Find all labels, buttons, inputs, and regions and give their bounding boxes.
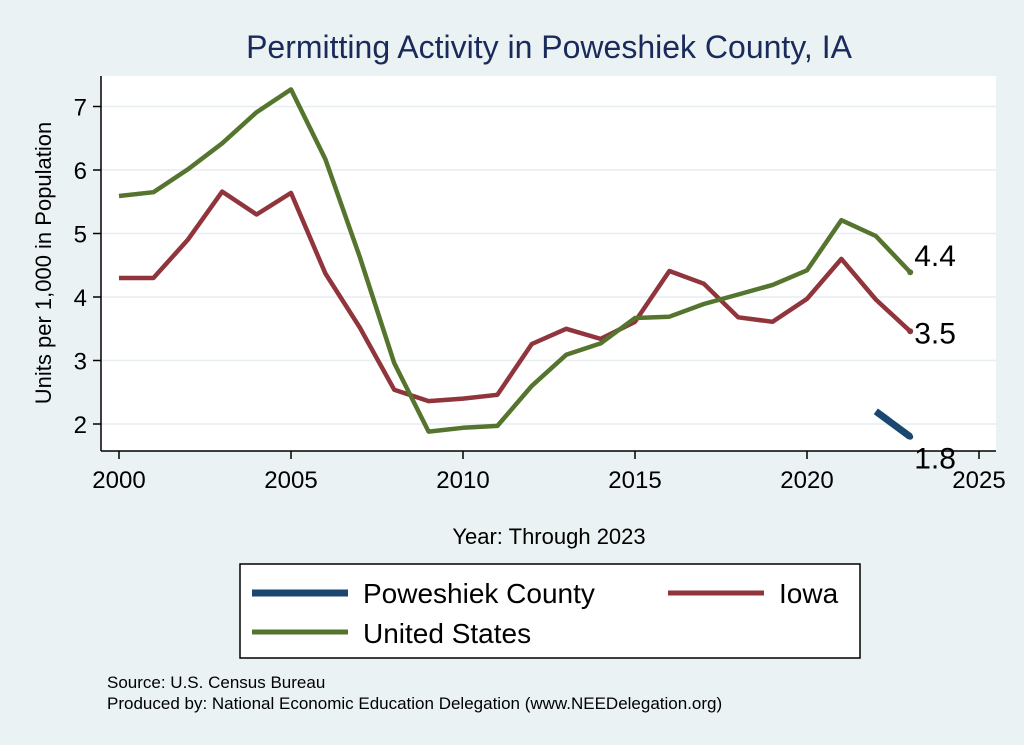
x-tick-label: 2025 bbox=[952, 467, 1005, 494]
end-label-poweshiek-county: 1.8 bbox=[914, 443, 956, 476]
x-tick-label: 2015 bbox=[608, 467, 661, 494]
x-tick-label: 2010 bbox=[436, 467, 489, 494]
series-end-marker-poweshiek-county bbox=[907, 433, 914, 440]
y-ticks: 2 3 4 5 6 7 bbox=[74, 95, 101, 439]
y-tick-label: 2 bbox=[74, 412, 87, 439]
y-tick-label: 4 bbox=[74, 285, 87, 312]
series-line-united-states bbox=[118, 87, 912, 434]
grid bbox=[101, 105, 996, 425]
x-tick-label: 2000 bbox=[92, 467, 145, 494]
y-tick-label: 3 bbox=[74, 349, 87, 376]
series-end-marker-iowa bbox=[907, 328, 914, 335]
end-label-iowa: 3.5 bbox=[914, 317, 956, 350]
legend-box bbox=[239, 563, 861, 659]
legend-label-iowa: Iowa bbox=[779, 578, 839, 609]
x-tick-label: 2020 bbox=[780, 467, 833, 494]
y-tick-label: 5 bbox=[74, 222, 87, 249]
y-axis-label: Units per 1,000 in Population bbox=[31, 122, 56, 405]
produced-note: Produced by: National Economic Education… bbox=[107, 694, 722, 713]
end-label-united-states: 4.4 bbox=[914, 240, 956, 273]
series-line-iowa bbox=[119, 189, 912, 404]
series-layer bbox=[118, 87, 914, 440]
y-tick-label: 7 bbox=[74, 95, 87, 122]
series-line-poweshiek-county bbox=[873, 408, 913, 440]
legend-label-poweshiek: Poweshiek County bbox=[363, 578, 595, 609]
x-axis-label: Year: Through 2023 bbox=[452, 524, 645, 549]
series-end-marker-united-states bbox=[907, 269, 914, 276]
source-note: Source: U.S. Census Bureau bbox=[107, 673, 325, 692]
x-tick-label: 2005 bbox=[264, 467, 317, 494]
y-tick-label: 6 bbox=[74, 158, 87, 185]
x-ticks: 2000 2005 2010 2015 2020 2025 bbox=[92, 451, 1006, 494]
legend-label-united-states: United States bbox=[363, 618, 531, 649]
end-labels: 3.5 4.4 1.8 bbox=[914, 240, 956, 475]
chart-title: Permitting Activity in Poweshiek County,… bbox=[246, 29, 853, 65]
